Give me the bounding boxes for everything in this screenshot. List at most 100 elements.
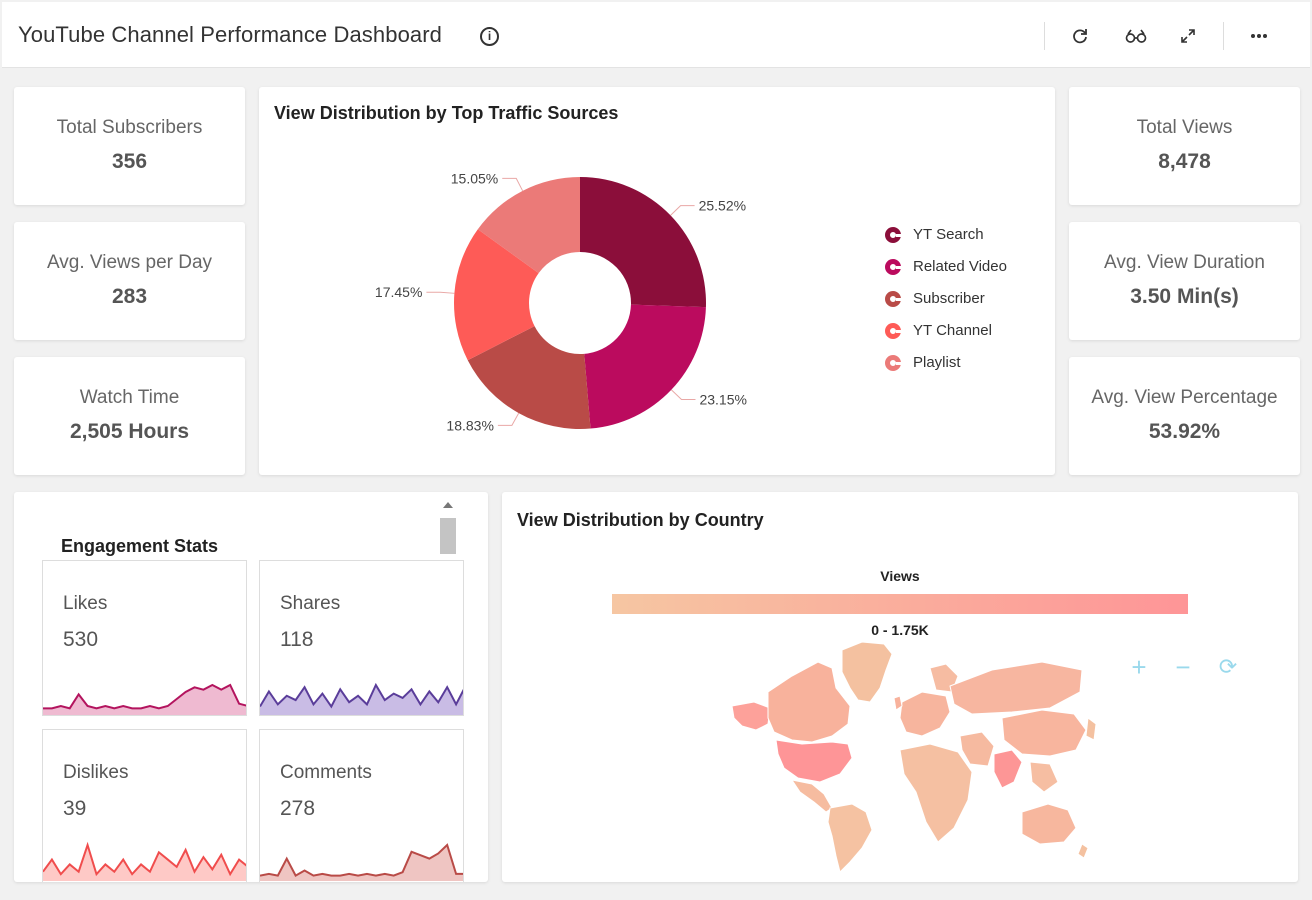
country-uk bbox=[893, 695, 903, 711]
kpi-value: 3.50 Min(s) bbox=[1130, 285, 1239, 308]
zoom-out-icon[interactable]: − bbox=[1175, 652, 1191, 682]
legend-label: YT Search bbox=[913, 226, 984, 243]
kpi-value: 356 bbox=[111, 150, 148, 173]
donut-slice-related-video[interactable] bbox=[584, 304, 706, 429]
engagement-label: Shares bbox=[280, 593, 341, 614]
kpi-avg-views-per-day: Avg. Views per Day 283 bbox=[14, 222, 245, 340]
country-panel: View Distribution by Country Views 0 - 1… bbox=[502, 492, 1298, 882]
kpi-avg-view-duration: Avg. View Duration 3.50 Min(s) bbox=[1069, 222, 1300, 340]
country-canada bbox=[767, 661, 851, 743]
legend-ring-icon bbox=[885, 291, 902, 307]
sparkline-area bbox=[260, 845, 463, 881]
legend-label: Playlist bbox=[913, 354, 961, 371]
kpi-label: Avg. View Duration bbox=[1104, 252, 1265, 273]
engagement-panel: Engagement Stats Likes 530 Shares 118 Di… bbox=[14, 492, 488, 882]
legend-label: Subscriber bbox=[913, 290, 985, 307]
country-china bbox=[1001, 709, 1087, 757]
shares-sparkline bbox=[260, 682, 463, 715]
donut-slice-yt-search[interactable] bbox=[580, 177, 706, 308]
zoom-in-icon[interactable]: + bbox=[1131, 652, 1147, 682]
traffic-sources-panel: View Distribution by Top Traffic Sources… bbox=[259, 87, 1055, 475]
donut-slice-playlist[interactable] bbox=[477, 177, 580, 274]
engagement-card-comments: Comments 278 bbox=[259, 729, 464, 882]
donut-data-label: 15.05% bbox=[451, 170, 498, 186]
country-europe bbox=[899, 691, 951, 737]
engagement-label: Comments bbox=[280, 762, 372, 783]
country-middle-east bbox=[959, 731, 995, 767]
kpi-value: 283 bbox=[111, 285, 148, 308]
world-map[interactable] bbox=[502, 492, 1298, 882]
country-se-asia bbox=[1029, 761, 1059, 793]
engagement-value: 278 bbox=[280, 797, 316, 820]
engagement-card-shares: Shares 118 bbox=[259, 560, 464, 716]
header-divider bbox=[1044, 22, 1045, 50]
sparkline-line bbox=[43, 683, 246, 710]
legend-ring-icon bbox=[885, 227, 902, 243]
country-africa bbox=[899, 743, 973, 843]
map-legend-title: Views bbox=[880, 568, 920, 584]
kpi-label: Avg. Views per Day bbox=[46, 252, 213, 273]
dashboard-header: YouTube Channel Performance Dashboard i bbox=[2, 2, 1310, 68]
panel-title: View Distribution by Country bbox=[517, 510, 764, 530]
kpi-label: Total Views bbox=[1136, 117, 1233, 138]
engagement-card-dislikes: Dislikes 39 bbox=[42, 729, 247, 882]
legend-ring-icon bbox=[885, 259, 902, 275]
likes-sparkline bbox=[43, 683, 246, 715]
legend-ring-icon bbox=[885, 323, 902, 339]
donut-leader-line bbox=[670, 389, 696, 400]
kpi-avg-view-percentage: Avg. View Percentage 53.92% bbox=[1069, 357, 1300, 475]
scroll-up-icon[interactable] bbox=[443, 502, 453, 508]
map-color-scale bbox=[612, 594, 1188, 614]
engagement-value: 118 bbox=[280, 628, 314, 651]
sparkline-line bbox=[260, 843, 463, 877]
kpi-label: Total Subscribers bbox=[56, 117, 203, 138]
glasses-icon[interactable] bbox=[1123, 24, 1149, 48]
donut-slice-subscriber[interactable] bbox=[467, 326, 591, 429]
legend-label: Related Video bbox=[913, 258, 1007, 275]
sparkline-area bbox=[43, 685, 246, 715]
info-icon[interactable]: i bbox=[480, 27, 499, 46]
engagement-value: 530 bbox=[63, 628, 99, 651]
donut-data-label: 23.15% bbox=[699, 391, 746, 407]
kpi-label: Watch Time bbox=[79, 387, 180, 408]
engagement-label: Dislikes bbox=[63, 762, 129, 783]
sparkline-line bbox=[260, 682, 463, 709]
country-india bbox=[993, 749, 1023, 789]
kpi-total-views: Total Views 8,478 bbox=[1069, 87, 1300, 205]
donut-slice-yt-channel[interactable] bbox=[454, 229, 539, 361]
engagement-label: Likes bbox=[63, 593, 108, 614]
donut-leader-line bbox=[426, 291, 455, 294]
legend-label: YT Channel bbox=[913, 322, 992, 339]
kpi-label: Avg. View Percentage bbox=[1091, 387, 1278, 408]
country-australia bbox=[1021, 803, 1077, 845]
sparkline-line bbox=[43, 841, 246, 877]
dislikes-sparkline bbox=[43, 841, 246, 881]
country-usa bbox=[775, 739, 853, 783]
engagement-value: 39 bbox=[63, 797, 87, 820]
country-alaska bbox=[731, 701, 771, 731]
donut-leader-line bbox=[670, 205, 695, 216]
panel-title: Engagement Stats bbox=[61, 536, 219, 556]
header-divider bbox=[1223, 22, 1224, 50]
country-new-zealand bbox=[1077, 843, 1089, 859]
donut-data-label: 17.45% bbox=[375, 284, 422, 300]
kpi-watch-time: Watch Time 2,505 Hours bbox=[14, 357, 245, 475]
reset-map-icon[interactable]: ⟳ bbox=[1218, 654, 1238, 679]
comments-sparkline bbox=[260, 843, 463, 881]
kpi-value: 8,478 bbox=[1158, 150, 1211, 173]
more-icon[interactable] bbox=[1246, 24, 1272, 48]
panel-title: View Distribution by Top Traffic Sources bbox=[274, 103, 619, 123]
kpi-value: 2,505 Hours bbox=[69, 420, 190, 443]
country-south-america bbox=[827, 803, 873, 873]
donut-data-label: 18.83% bbox=[446, 417, 493, 433]
kpi-total-subscribers: Total Subscribers 356 bbox=[14, 87, 245, 205]
country-japan bbox=[1085, 717, 1097, 741]
scroll-thumb[interactable] bbox=[440, 518, 456, 554]
refresh-icon[interactable] bbox=[1067, 24, 1093, 48]
expand-icon[interactable] bbox=[1175, 24, 1201, 48]
map-range-label: 0 - 1.75K bbox=[871, 622, 929, 638]
country-greenland bbox=[841, 641, 893, 703]
kpi-value: 53.92% bbox=[1148, 420, 1221, 443]
donut-leader-line bbox=[497, 412, 520, 426]
country-russia bbox=[949, 661, 1083, 715]
